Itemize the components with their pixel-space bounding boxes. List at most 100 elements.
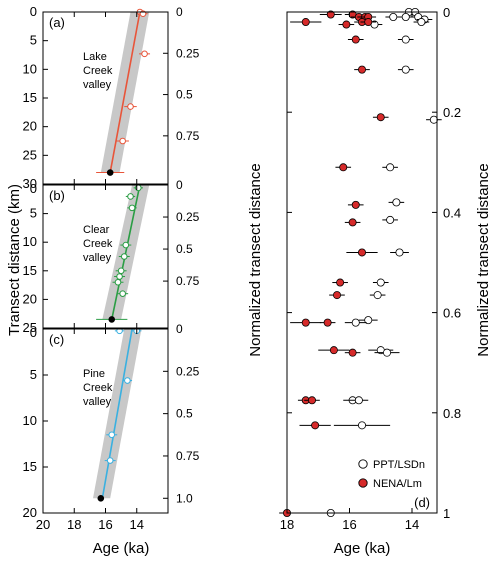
legend-marker-nena-lm	[358, 478, 368, 488]
valley-name: Lake	[83, 51, 107, 63]
nena-lm-point	[336, 278, 345, 287]
y-tick-label: 25	[23, 147, 37, 162]
nena-lm-point	[351, 35, 360, 44]
fit-line	[109, 11, 141, 173]
normalized-tick-label: 1.0	[176, 491, 193, 505]
ppt-lsdn-point	[382, 348, 391, 357]
nena-lm-point	[301, 318, 310, 327]
axes: 05101520253000.250.50.75(a)LakeCreekvall…	[23, 4, 462, 532]
data-point	[108, 431, 116, 439]
ppt-lsdn-point	[373, 291, 382, 300]
right-y-axis-title: Normalized transect distance	[475, 163, 492, 356]
data-point	[116, 273, 123, 280]
normalized-tick-label: 0.5	[176, 407, 193, 421]
x-tick-label: 16	[342, 517, 356, 532]
y-tick-label: 5	[30, 206, 37, 221]
nena-lm-point	[376, 113, 385, 122]
nena-lm-point	[357, 65, 366, 74]
y-tick-label: 10	[23, 413, 37, 428]
x-tick-label: 14	[130, 517, 144, 532]
axis-titles: Transect distance (km) Normalized transe…	[6, 163, 492, 557]
left-x-axis-title: Age (ka)	[93, 540, 150, 557]
middle-y-axis-title: Normalized transect distance	[247, 163, 264, 356]
normalized-tick-label: 0.25	[176, 210, 200, 224]
nena-lm-point	[323, 318, 332, 327]
panel-label: (c)	[49, 332, 64, 347]
nena-lm-point	[357, 248, 366, 257]
y-tick-label: 0	[30, 325, 37, 340]
y-tick-label: 15	[23, 459, 37, 474]
ppt-lsdn-point	[376, 278, 385, 287]
y-tick-label: 0	[443, 5, 450, 20]
panel-label: (a)	[49, 15, 65, 30]
data-point	[141, 50, 148, 58]
valley-name: Pine	[83, 368, 105, 380]
valley-name: valley	[83, 396, 112, 408]
ppt-lsdn-point	[401, 65, 410, 74]
y-tick-label: 10	[23, 61, 37, 76]
ppt-lsdn-point	[354, 396, 363, 405]
valley-name: valley	[83, 79, 112, 91]
nena-lm-point	[311, 421, 320, 430]
y-tick-label: 20	[23, 505, 37, 520]
y-tick-label: 5	[30, 33, 37, 48]
y-tick-label: 15	[23, 263, 37, 278]
left-y-axis-title: Transect distance (km)	[6, 184, 23, 336]
data-point	[124, 377, 131, 384]
data-point	[122, 241, 130, 249]
nena-lm-point	[307, 396, 316, 405]
y-tick-label: 0.8	[443, 406, 461, 421]
y-tick-label: 25	[23, 320, 37, 335]
y-tick-label: 0.2	[443, 105, 461, 120]
y-tick-label: 0.4	[443, 205, 461, 220]
nena-lm-point	[339, 163, 348, 172]
ppt-lsdn-point	[386, 163, 395, 172]
ppt-lsdn-point	[364, 316, 373, 325]
normalized-tick-label: 0.25	[176, 46, 200, 60]
normalized-tick-label: 0.25	[176, 364, 200, 378]
ppt-lsdn-point	[401, 13, 410, 22]
x-tick-label: 20	[36, 517, 50, 532]
data-marks	[96, 7, 442, 517]
y-tick-label: 20	[23, 119, 37, 134]
normalized-tick-label: 0	[176, 178, 183, 192]
legend-marker-ppt-lsdn	[358, 459, 368, 469]
data-point	[106, 457, 114, 464]
x-tick-label: 18	[280, 517, 294, 532]
ppt-lsdn-point	[386, 215, 395, 224]
valley-name: Creek	[83, 65, 113, 77]
y-tick-label: 0	[30, 4, 37, 19]
fit-line	[110, 184, 141, 320]
y-tick-label: 0	[30, 181, 37, 196]
data-point	[127, 103, 134, 110]
ppt-lsdn-point	[429, 115, 438, 124]
legend-label: NENA/Lm	[373, 478, 422, 490]
valley-name: Creek	[83, 238, 113, 250]
legend-label: PPT/LSDn	[373, 459, 425, 471]
normalized-tick-label: 0.5	[176, 242, 193, 256]
data-point	[120, 253, 128, 260]
ppt-lsdn-point	[389, 13, 398, 22]
data-point	[117, 267, 125, 275]
nena-lm-point	[301, 18, 310, 27]
ppt-lsdn-point	[401, 35, 410, 44]
data-point	[128, 204, 136, 212]
nena-lm-point	[364, 18, 373, 27]
normalized-tick-label: 0	[176, 5, 183, 19]
normalized-tick-label: 0.5	[176, 88, 193, 102]
terminus-point	[108, 316, 116, 323]
y-tick-label: 10	[23, 234, 37, 249]
panel-label: (d)	[414, 495, 430, 510]
nena-lm-point	[351, 200, 360, 209]
normalized-tick-label: 0.75	[176, 449, 200, 463]
nena-lm-point	[342, 20, 351, 29]
nena-lm-point	[329, 346, 338, 355]
right-x-axis-title: Age (ka)	[334, 540, 391, 557]
ppt-lsdn-point	[357, 421, 366, 430]
panel-label: (b)	[49, 188, 65, 203]
x-tick-label: 16	[98, 517, 112, 532]
ppt-lsdn-point	[417, 18, 426, 27]
valley-name: valley	[83, 252, 112, 264]
y-tick-label: 5	[30, 367, 37, 382]
